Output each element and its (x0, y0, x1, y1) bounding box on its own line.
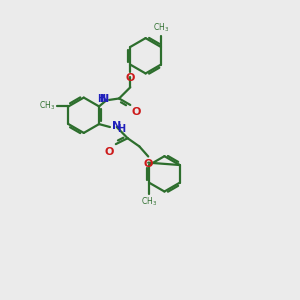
Text: CH$_3$: CH$_3$ (153, 22, 169, 34)
Text: O: O (126, 73, 135, 83)
Text: CH$_3$: CH$_3$ (39, 100, 56, 112)
Text: N: N (100, 94, 109, 104)
Text: O: O (105, 147, 114, 157)
Text: CH$_3$: CH$_3$ (141, 196, 157, 208)
Text: H: H (97, 94, 105, 104)
Text: N: N (112, 121, 121, 131)
Text: O: O (131, 107, 141, 117)
Text: H: H (117, 124, 125, 134)
Text: O: O (144, 159, 153, 169)
